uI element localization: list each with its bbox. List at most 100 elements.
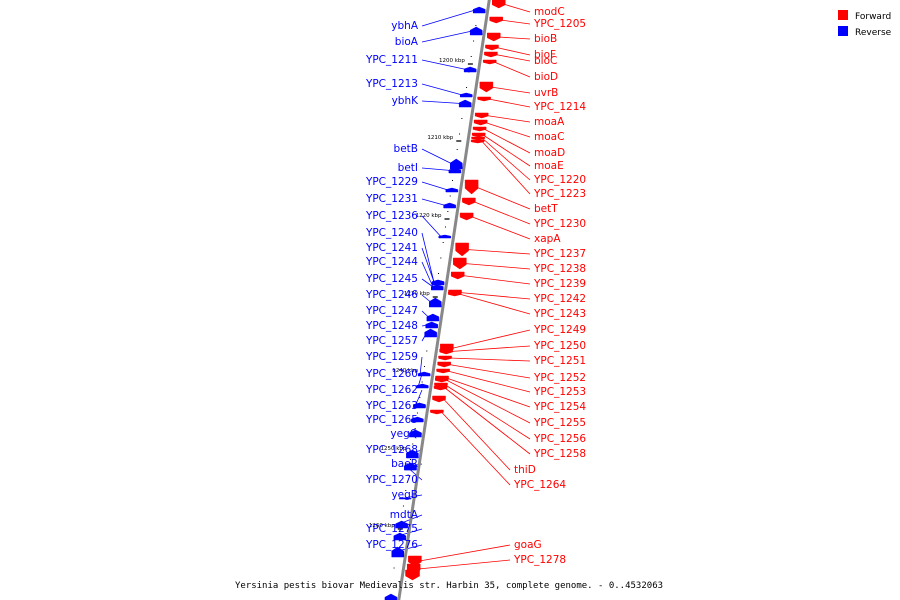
leader-line — [498, 36, 531, 40]
forward-gene-label-ypc-1258: YPC_1258 — [533, 448, 586, 460]
forward-gene-label-uvrb: uvrB — [534, 87, 558, 99]
forward-gene-label-biof: bioF — [534, 49, 556, 61]
forward-gene-block — [491, 0, 506, 9]
reverse-gene-label-ypc-1260: YPC_1260 — [365, 368, 418, 380]
forward-gene-block — [436, 368, 450, 374]
leader-line — [464, 263, 531, 270]
reverse-gene-label-ybhk: ybhK — [392, 95, 420, 107]
forward-gene-label-ypc-1251: YPC_1251 — [533, 355, 586, 367]
forward-gene-block — [450, 271, 465, 280]
reverse-gene-block — [417, 371, 431, 377]
leader-line — [419, 356, 423, 375]
ruler: 1200 kbp 1210 kbp 1220 kbp 1230 kbp 1240 kbp… — [369, 9, 479, 600]
forward-gene-block — [471, 132, 486, 138]
forward-gene-label-ypc-1278: YPC_1278 — [513, 554, 566, 566]
leader-line — [421, 198, 446, 206]
leader-line — [462, 275, 531, 285]
legend-forward-swatch — [838, 10, 848, 20]
leader-line — [445, 384, 531, 440]
ruler-label: 1200 kbp — [439, 58, 465, 64]
reverse-gene-label-ypc-1231: YPC_1231 — [365, 193, 418, 205]
leader-line — [421, 247, 435, 283]
forward-gene-label-modc: modC — [534, 6, 565, 18]
reverse-gene-label-ypc-1262: YPC_1262 — [365, 384, 418, 396]
ruler-label: 1250 kbp — [380, 446, 406, 452]
forward-gene-block — [462, 197, 476, 206]
reverse-gene-label-ybha: ybhA — [391, 20, 419, 32]
forward-gene-block — [455, 242, 469, 257]
forward-gene-block — [472, 126, 487, 132]
ruler-label: 1210 kbp — [427, 135, 453, 141]
reverse-gene-label-ypc-1240: YPC_1240 — [365, 227, 418, 239]
leader-line — [475, 186, 531, 210]
forward-gene-label-ypc-1256: YPC_1256 — [533, 433, 586, 445]
reverse-gene-label-ypc-1246: YPC_1246 — [365, 289, 418, 301]
reverse-gene-label-ypc-1211: YPC_1211 — [365, 54, 418, 66]
forward-gene-block — [484, 51, 498, 58]
leader-line — [421, 181, 449, 191]
gene-blocks — [384, 0, 506, 600]
reverse-gene-label-ypc-1263: YPC_1263 — [365, 400, 418, 412]
forward-gene-block — [485, 44, 499, 51]
reverse-gene-label-mdta: mdtA — [390, 509, 419, 521]
leader-line — [496, 47, 531, 56]
forward-gene-label-bett: betT — [534, 203, 558, 215]
forward-gene-label-biod: bioD — [534, 71, 558, 83]
leader-line — [419, 544, 511, 562]
forward-gene-block — [430, 409, 444, 415]
forward-gene-block — [474, 112, 489, 119]
reverse-gene-block — [469, 26, 483, 36]
leader-line — [488, 98, 531, 108]
forward-gene-label-ypc-1249: YPC_1249 — [533, 324, 586, 336]
leader-line — [481, 141, 531, 195]
forward-gene-label-ypc-1223: YPC_1223 — [533, 188, 586, 200]
reverse-gene-label-bioa: bioA — [395, 36, 419, 48]
reverse-gene-block — [472, 6, 486, 14]
forward-gene-label-ypc-1254: YPC_1254 — [533, 401, 586, 413]
leader-line — [444, 387, 531, 455]
forward-gene-label-moac: moaC — [534, 131, 564, 143]
forward-gene-block — [437, 361, 451, 368]
leader-line — [466, 249, 531, 255]
reverse-gene-block — [424, 328, 437, 338]
forward-gene-block — [453, 257, 467, 270]
forward-gene-block — [434, 377, 449, 383]
leader-line — [451, 329, 531, 349]
reverse-gene-block — [406, 449, 419, 459]
forward-gene-label-biob: bioB — [534, 33, 557, 45]
reverse-gene-block — [458, 99, 472, 108]
reverse-gene-label-ypc-1276: YPC_1276 — [365, 539, 418, 551]
forward-gene-label-ypc-1264: YPC_1264 — [513, 479, 566, 491]
forward-gene-label-ypc-1239: YPC_1239 — [533, 278, 586, 290]
reverse-gene-label-ypc-1236: YPC_1236 — [365, 210, 418, 222]
reverse-gene-block — [431, 279, 445, 285]
reverse-gene-block — [384, 593, 398, 600]
reverse-gene-label-ypc-1245: YPC_1245 — [365, 273, 418, 285]
forward-gene-label-ypc-1220: YPC_1220 — [533, 174, 586, 186]
leader-line — [470, 216, 531, 240]
leader-line — [446, 377, 531, 408]
reverse-gene-block — [445, 187, 459, 193]
forward-gene-label-moaa: moaA — [534, 116, 565, 128]
forward-gene-label-ypc-1237: YPC_1237 — [533, 248, 586, 260]
forward-gene-label-moae: moaE — [534, 160, 564, 172]
reverse-gene-block — [443, 202, 456, 209]
forward-gene-label-moad: moaD — [534, 147, 565, 159]
leader-line — [450, 345, 531, 352]
reverse-gene-block — [431, 284, 444, 290]
leader-line — [494, 61, 531, 78]
forward-gene-block — [464, 179, 479, 195]
leader-line — [441, 411, 511, 486]
forward-gene-block — [438, 355, 452, 361]
reverse-gene-label-ypc-1268: YPC_1268 — [365, 444, 418, 456]
forward-gene-block — [471, 136, 485, 141]
leader-line — [421, 261, 434, 288]
reverse-gene-block — [395, 520, 408, 529]
leader-line — [482, 138, 531, 181]
reverse-gene-label-yegb: yegB — [391, 489, 418, 501]
legend-reverse-label: Reverse — [855, 28, 892, 38]
reverse-gene-block — [393, 532, 407, 541]
leader-line — [449, 357, 531, 362]
leader-line — [421, 9, 476, 27]
